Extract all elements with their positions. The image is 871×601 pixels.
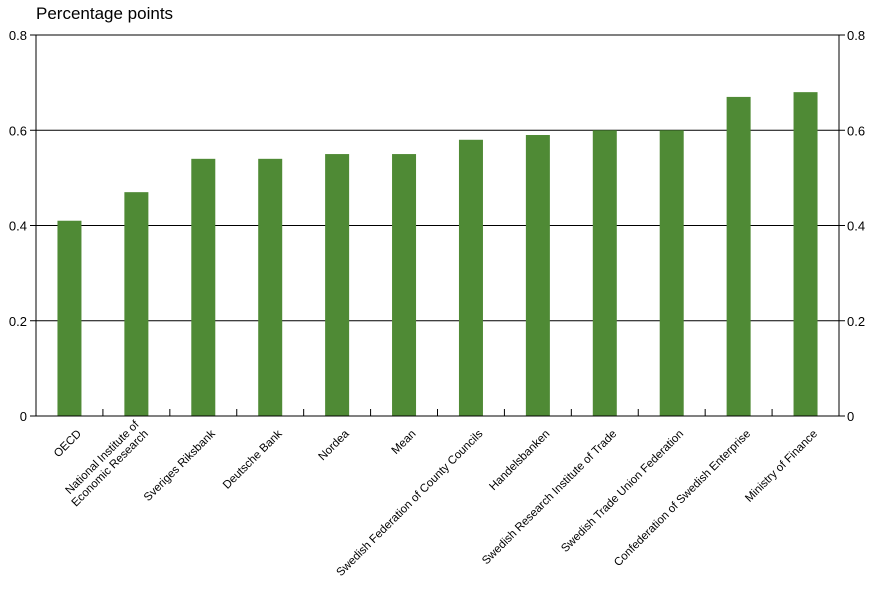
x-tick-label: Swedish Federation of County Councils [335, 428, 486, 579]
bars [57, 92, 818, 417]
x-tick-label-line: Economic Research [70, 428, 151, 509]
x-tick-label-line: Ministry of Finance [743, 428, 820, 505]
bar [392, 154, 417, 416]
bar [525, 135, 550, 416]
bar [57, 220, 82, 416]
bar [793, 92, 818, 417]
y-tick-label-left: 0.6 [9, 123, 27, 138]
x-tick-label-line: OECD [52, 428, 84, 460]
x-tick-label-line: Confederation of Swedish Enterprise [612, 428, 753, 569]
gridlines [36, 129, 839, 322]
x-tick-label-line: Handelsbanken [487, 428, 552, 493]
y-tick-label-right: 0.4 [847, 219, 865, 234]
x-tick-label-line: Sveriges Riksbank [142, 428, 218, 504]
y-tick-label-right: 0.2 [847, 314, 865, 329]
bar [191, 158, 216, 416]
x-tick-label: Handelsbanken [487, 428, 552, 493]
x-tick-label: Deutsche Bank [221, 428, 285, 492]
bar [124, 192, 149, 416]
x-tick-label-line: Deutsche Bank [221, 428, 285, 492]
x-tick-label: Ministry of Finance [743, 428, 820, 505]
y-tick-label-right: 0.8 [847, 28, 865, 43]
x-tick-label-line: Nordea [316, 428, 352, 464]
x-tick-label: Mean [390, 428, 419, 457]
y-axis-left: 0 0.2 0.4 0.6 0.8 [9, 28, 36, 424]
y-tick-label-left: 0.2 [9, 314, 27, 329]
x-tick-label-line: Mean [390, 428, 419, 457]
bar [726, 96, 751, 416]
x-tick-label-line: Swedish Research Institute of Trade [480, 428, 619, 567]
y-axis-unit-label: Percentage points [36, 4, 173, 23]
y-tick-label-right: 0.6 [847, 123, 865, 138]
bar [458, 139, 483, 416]
x-tick-label: Nordea [316, 428, 352, 464]
x-tick-label: Confederation of Swedish Enterprise [612, 428, 753, 569]
bar [325, 154, 350, 416]
x-tick-label-line: Swedish Trade Union Federation [559, 428, 686, 555]
y-tick-label-left: 0 [20, 409, 27, 424]
x-tick-label: Swedish Trade Union Federation [559, 428, 686, 555]
y-tick-label-right: 0 [847, 409, 854, 424]
y-axis-right: 0 0.2 0.4 0.6 0.8 [839, 28, 865, 424]
x-tick-label: Swedish Research Institute of Trade [480, 428, 619, 567]
x-axis-ticks [102, 409, 773, 416]
x-tick-label-line: Swedish Federation of County Councils [335, 428, 486, 579]
y-tick-label-left: 0.4 [9, 219, 27, 234]
x-tick-label: OECD [52, 428, 84, 460]
bar [592, 130, 617, 416]
bar [258, 158, 283, 416]
bar [659, 130, 684, 416]
y-tick-label-left: 0.8 [9, 28, 27, 43]
x-tick-label: Sveriges Riksbank [142, 428, 218, 504]
